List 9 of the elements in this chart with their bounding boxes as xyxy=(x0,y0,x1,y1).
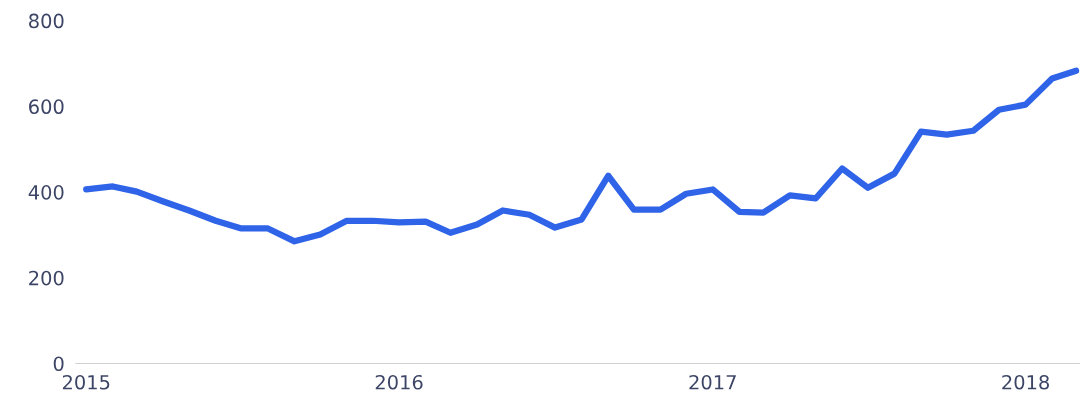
x-tick-label: 2016 xyxy=(375,374,423,390)
y-tick-label: 800 xyxy=(29,13,64,29)
y-tick-label: 0 xyxy=(53,356,64,372)
x-tick-label: 2015 xyxy=(62,374,110,390)
y-tick-label: 600 xyxy=(29,99,64,115)
y-tick-label: 200 xyxy=(29,270,64,286)
x-tick-label: 2017 xyxy=(689,374,736,390)
x-tick-label: 2018 xyxy=(1002,374,1049,390)
y-tick-label: 400 xyxy=(28,185,64,200)
